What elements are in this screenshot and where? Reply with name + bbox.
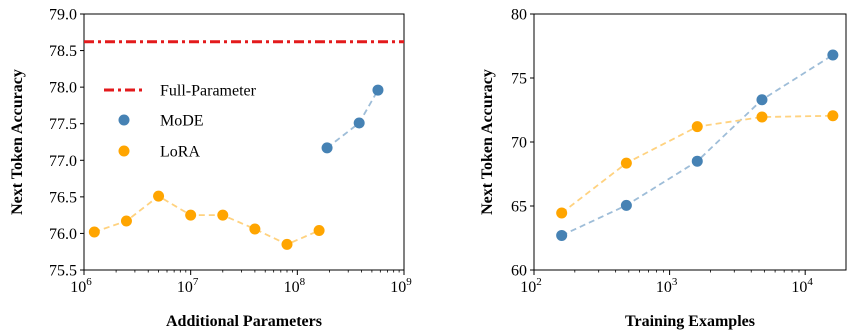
x-tick-label: 109 xyxy=(390,276,412,296)
data-point-mode xyxy=(827,49,839,61)
data-point-lora xyxy=(620,157,632,169)
y-tick-label: 77.0 xyxy=(49,153,77,170)
data-point-lora xyxy=(185,209,197,221)
x-tick-label: 103 xyxy=(656,276,678,296)
data-point-lora xyxy=(556,207,568,219)
data-point-lora xyxy=(120,215,132,227)
series-line-mode xyxy=(561,54,834,237)
y-tick-label: 80 xyxy=(511,7,527,24)
data-point-lora xyxy=(153,190,165,202)
data-point-lora xyxy=(249,223,261,235)
x-tick-label-exponent: 6 xyxy=(86,276,92,288)
plot-frame-1 xyxy=(533,13,847,271)
y-tick-label: 78.0 xyxy=(49,80,77,97)
y-tick-label: 78.5 xyxy=(49,43,77,60)
legend-swatch-mode xyxy=(118,114,130,126)
data-point-mode xyxy=(321,142,333,154)
y-axis-label: Next Token Accuracy xyxy=(479,69,496,215)
y-tick-label: 76.5 xyxy=(49,189,77,206)
x-tick-label-base: 10 xyxy=(390,279,406,296)
data-point-lora xyxy=(88,226,100,238)
data-point-lora xyxy=(217,209,229,221)
x-tick-label-base: 10 xyxy=(177,279,193,296)
data-point-mode xyxy=(372,84,384,96)
x-tick-label-base: 10 xyxy=(520,279,536,296)
data-point-lora xyxy=(313,225,325,237)
y-tick-label: 77.5 xyxy=(49,116,77,133)
data-point-lora xyxy=(281,238,293,250)
x-tick-label-exponent: 9 xyxy=(406,276,412,288)
data-point-mode xyxy=(620,199,632,211)
x-tick-label: 107 xyxy=(177,276,199,296)
data-point-lora xyxy=(827,110,839,122)
legend-label: LoRA xyxy=(160,144,200,161)
y-tick-label: 70 xyxy=(511,135,527,152)
data-point-mode xyxy=(756,94,768,106)
y-tick-label: 75.5 xyxy=(49,263,77,280)
series-line-mode xyxy=(326,89,379,149)
x-tick-label: 106 xyxy=(70,276,92,296)
x-tick-label-exponent: 4 xyxy=(807,276,813,288)
y-axis-label: Next Token Accuracy xyxy=(9,69,26,215)
plot-frame-0 xyxy=(83,13,405,271)
x-tick-label-base: 10 xyxy=(70,279,86,296)
x-tick-label-base: 10 xyxy=(284,279,300,296)
x-tick-label-exponent: 3 xyxy=(672,276,678,288)
series-line-lora xyxy=(94,195,320,246)
x-tick-label-exponent: 2 xyxy=(536,276,542,288)
data-point-mode xyxy=(353,117,365,129)
y-tick-label: 79.0 xyxy=(49,7,77,24)
x-axis-label: Training Examples xyxy=(625,313,755,330)
x-tick-label-base: 10 xyxy=(656,279,672,296)
x-tick-label: 104 xyxy=(791,276,813,296)
data-point-lora xyxy=(756,111,768,123)
x-tick-label-base: 10 xyxy=(791,279,807,296)
data-point-mode xyxy=(556,229,568,241)
data-point-mode xyxy=(691,155,703,167)
legend-swatch-lora xyxy=(118,145,130,157)
legend-label: MoDE xyxy=(160,113,204,130)
x-tick-label-exponent: 8 xyxy=(300,276,306,288)
legend-label: Full-Parameter xyxy=(160,83,257,100)
x-tick-label: 108 xyxy=(284,276,306,296)
data-point-lora xyxy=(691,121,703,133)
x-axis-label: Additional Parameters xyxy=(166,313,322,330)
y-tick-label: 75 xyxy=(511,71,527,88)
x-tick-label: 102 xyxy=(520,276,542,296)
y-tick-label: 60 xyxy=(511,263,527,280)
y-tick-label: 76.0 xyxy=(49,226,77,243)
y-tick-label: 65 xyxy=(511,199,527,216)
x-tick-label-exponent: 7 xyxy=(193,276,199,288)
